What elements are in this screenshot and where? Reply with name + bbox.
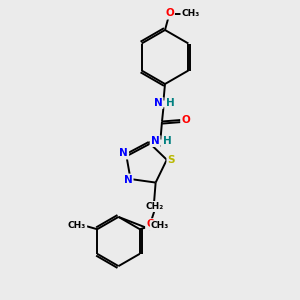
Text: S: S [167,155,175,165]
Text: O: O [181,115,190,125]
Text: H: H [163,136,172,146]
Text: O: O [165,8,174,19]
Text: N: N [124,175,133,184]
Text: O: O [146,219,155,229]
Text: N: N [151,136,160,146]
Text: N: N [154,98,163,108]
Text: CH₃: CH₃ [182,9,200,18]
Text: N: N [119,148,128,158]
Text: H: H [166,98,175,108]
Text: CH₂: CH₂ [145,202,163,211]
Text: CH₃: CH₃ [68,221,86,230]
Text: CH₃: CH₃ [151,221,169,230]
